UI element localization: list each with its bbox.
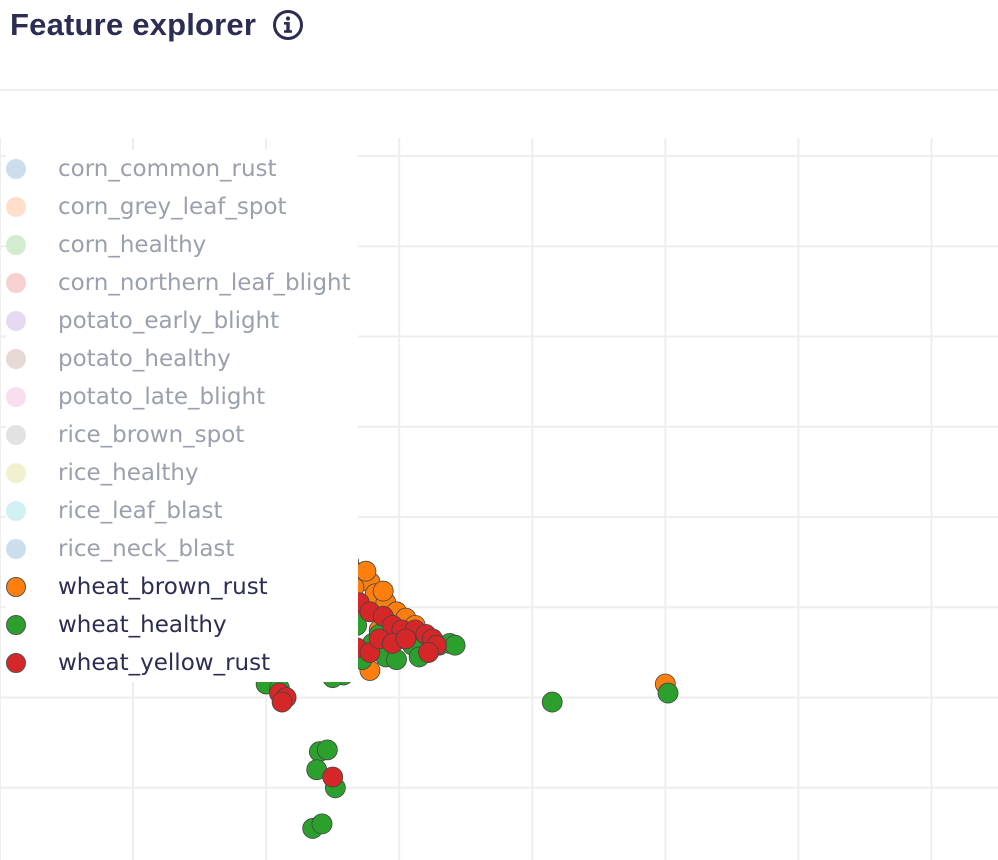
legend-label: rice_healthy bbox=[58, 460, 199, 486]
legend-marker bbox=[6, 425, 26, 445]
legend-label: potato_late_blight bbox=[58, 384, 266, 410]
legend-item-potato-early-blight[interactable]: potato_early_blight bbox=[6, 302, 358, 340]
legend-label: wheat_brown_rust bbox=[58, 574, 268, 600]
scatter-point[interactable] bbox=[541, 691, 563, 713]
scatter-point[interactable] bbox=[444, 634, 466, 656]
header: Feature explorer bbox=[10, 3, 304, 47]
scatter-point[interactable] bbox=[322, 766, 344, 788]
legend: corn_common_rust corn_grey_leaf_spot corn_… bbox=[6, 150, 358, 682]
legend-label: corn_northern_leaf_blight bbox=[58, 270, 351, 296]
legend-label: potato_healthy bbox=[58, 346, 231, 372]
legend-item-wheat-yellow-rust[interactable]: wheat_yellow_rust bbox=[6, 644, 358, 682]
legend-marker bbox=[6, 273, 26, 293]
legend-item-potato-healthy[interactable]: potato_healthy bbox=[6, 340, 358, 378]
legend-marker bbox=[6, 615, 26, 635]
scatter-point[interactable] bbox=[395, 628, 417, 650]
legend-item-wheat-healthy[interactable]: wheat_healthy bbox=[6, 606, 358, 644]
scatter-point[interactable] bbox=[311, 813, 333, 835]
legend-label: rice_brown_spot bbox=[58, 422, 245, 448]
legend-item-rice-brown-spot[interactable]: rice_brown_spot bbox=[6, 416, 358, 454]
legend-item-rice-healthy[interactable]: rice_healthy bbox=[6, 454, 358, 492]
legend-marker bbox=[6, 235, 26, 255]
legend-item-corn-grey-leaf-spot[interactable]: corn_grey_leaf_spot bbox=[6, 188, 358, 226]
legend-marker bbox=[6, 539, 26, 559]
scatter-point[interactable] bbox=[355, 560, 377, 582]
legend-marker bbox=[6, 463, 26, 483]
header-divider bbox=[0, 89, 998, 91]
scatter-point[interactable] bbox=[418, 642, 439, 663]
legend-label: rice_leaf_blast bbox=[58, 498, 223, 524]
legend-label: corn_healthy bbox=[58, 232, 207, 258]
legend-marker bbox=[6, 349, 26, 369]
legend-label: wheat_yellow_rust bbox=[58, 650, 271, 676]
legend-marker bbox=[6, 577, 26, 597]
legend-item-rice-leaf-blast[interactable]: rice_leaf_blast bbox=[6, 492, 358, 530]
scatter-point[interactable] bbox=[372, 580, 394, 602]
legend-item-corn-healthy[interactable]: corn_healthy bbox=[6, 226, 358, 264]
legend-marker bbox=[6, 159, 26, 179]
legend-label: corn_grey_leaf_spot bbox=[58, 194, 287, 220]
legend-item-wheat-brown-rust[interactable]: wheat_brown_rust bbox=[6, 568, 358, 606]
legend-label: corn_common_rust bbox=[58, 156, 277, 182]
legend-label: rice_neck_blast bbox=[58, 536, 235, 562]
scatter-point[interactable] bbox=[316, 739, 338, 761]
legend-item-corn-common-rust[interactable]: corn_common_rust bbox=[6, 150, 358, 188]
legend-marker bbox=[6, 387, 26, 407]
legend-marker bbox=[6, 197, 26, 217]
legend-item-rice-neck-blast[interactable]: rice_neck_blast bbox=[6, 530, 358, 568]
legend-marker bbox=[6, 653, 26, 673]
legend-item-corn-northern-leaf-blight[interactable]: corn_northern_leaf_blight bbox=[6, 264, 358, 302]
scatter-point[interactable] bbox=[657, 682, 679, 704]
info-circle-icon[interactable] bbox=[272, 9, 304, 41]
page-title: Feature explorer bbox=[10, 7, 257, 42]
legend-marker bbox=[6, 311, 26, 331]
legend-label: wheat_healthy bbox=[58, 612, 227, 638]
legend-item-potato-late-blight[interactable]: potato_late_blight bbox=[6, 378, 358, 416]
legend-label: potato_early_blight bbox=[58, 308, 280, 334]
scatter-point[interactable] bbox=[271, 691, 293, 713]
legend-marker bbox=[6, 501, 26, 521]
